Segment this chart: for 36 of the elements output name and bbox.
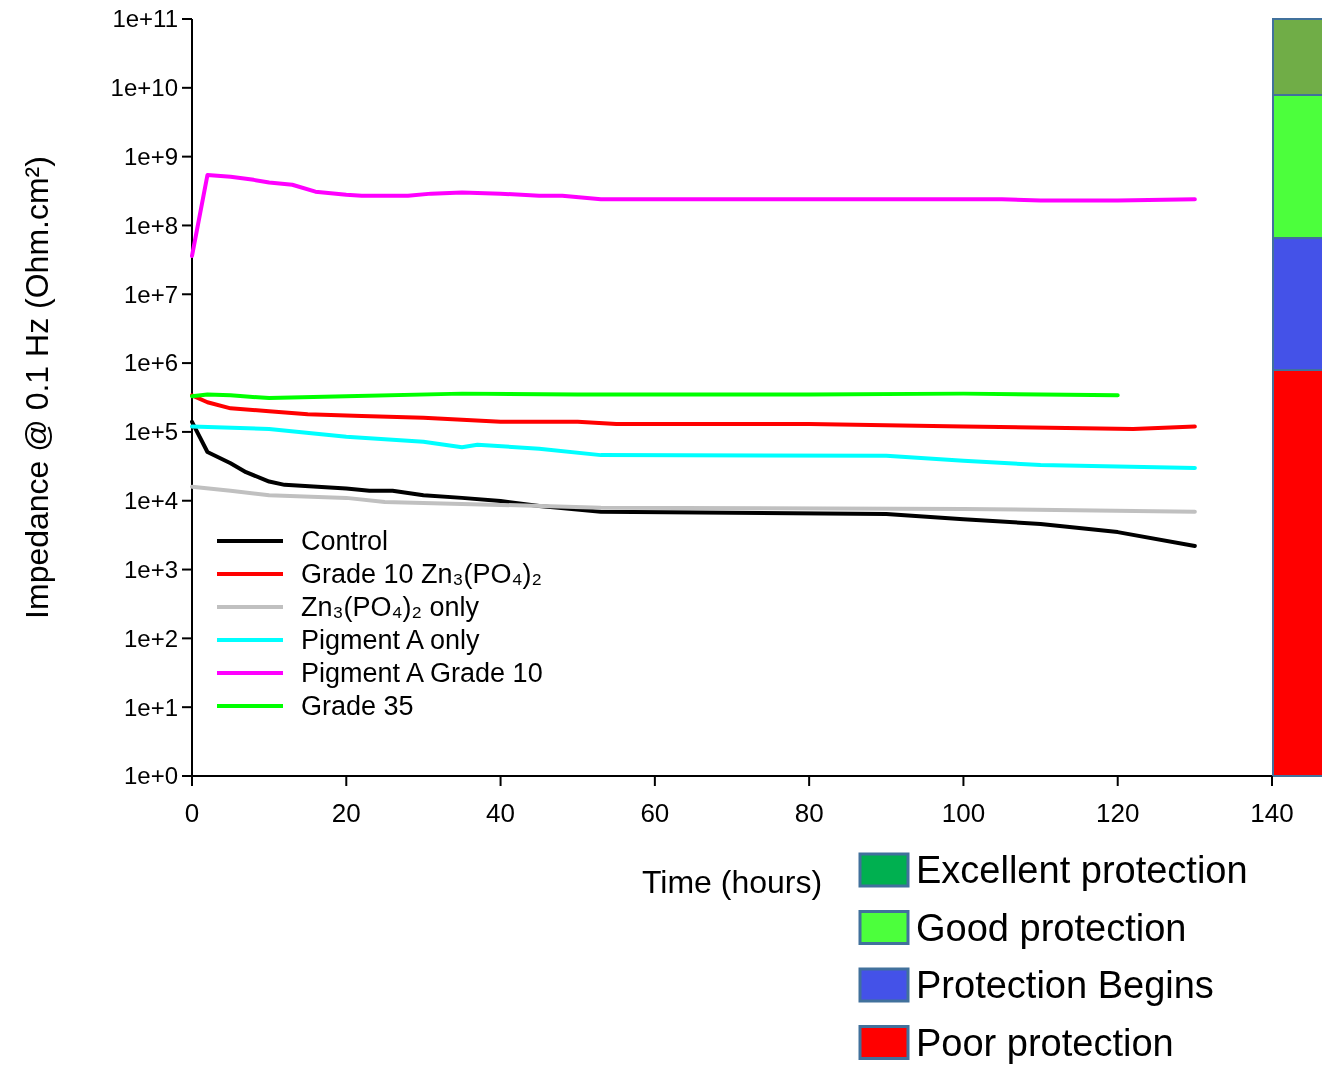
y-axis-title: Impedance @ 0.1 Hz (Ohm.cm²) [19,156,55,619]
y-tick-label: 1e+11 [112,5,178,33]
y-tick-label: 1e+10 [110,74,178,102]
y-tick-label: 1e+3 [123,555,178,583]
x-tick-label: 80 [794,798,824,828]
x-tick-label: 100 [941,798,986,828]
y-tick-label: 1e+7 [123,280,178,308]
line-series [190,484,1197,514]
x-tick-label: 40 [486,798,516,828]
y-tick-label: 1e+9 [123,143,178,171]
x-axis-title: Time (hours) [641,864,823,900]
x-tick-label: 0 [184,798,200,828]
x-tick-label: 140 [1250,798,1294,828]
legend-label: Grade 35 [301,691,414,722]
legend-label: Control [301,526,389,557]
y-tick-label: 1e+2 [123,624,178,652]
y-tick-label: 1e+4 [123,487,178,515]
x-tick-label: 20 [331,798,361,828]
line-series [190,424,1197,470]
legend-label: Zn₃(PO₄)₂ only [301,592,480,623]
x-tick-label: 60 [640,798,670,828]
y-tick-label: 1e+1 [123,693,178,721]
legend-label: Grade 10 Zn₃(PO₄)₂ [301,559,543,590]
line-series [190,393,1197,432]
y-tick-label: 1e+8 [123,211,178,239]
text: Poor protection [916,1021,1174,1064]
legend-label: Pigment A only [301,625,481,656]
x-tick-label: 120 [1096,798,1140,828]
line-series [190,173,1197,258]
text: Excellent protection [916,849,1248,892]
text: Good protection [916,906,1187,949]
y-tick-label: 1e+6 [123,349,178,377]
text: Protection Begins [916,964,1214,1007]
legend-label: Pigment A Grade 10 [301,658,543,689]
y-tick-label: 1e+5 [123,418,178,446]
y-tick-label: 1e+0 [123,762,178,790]
